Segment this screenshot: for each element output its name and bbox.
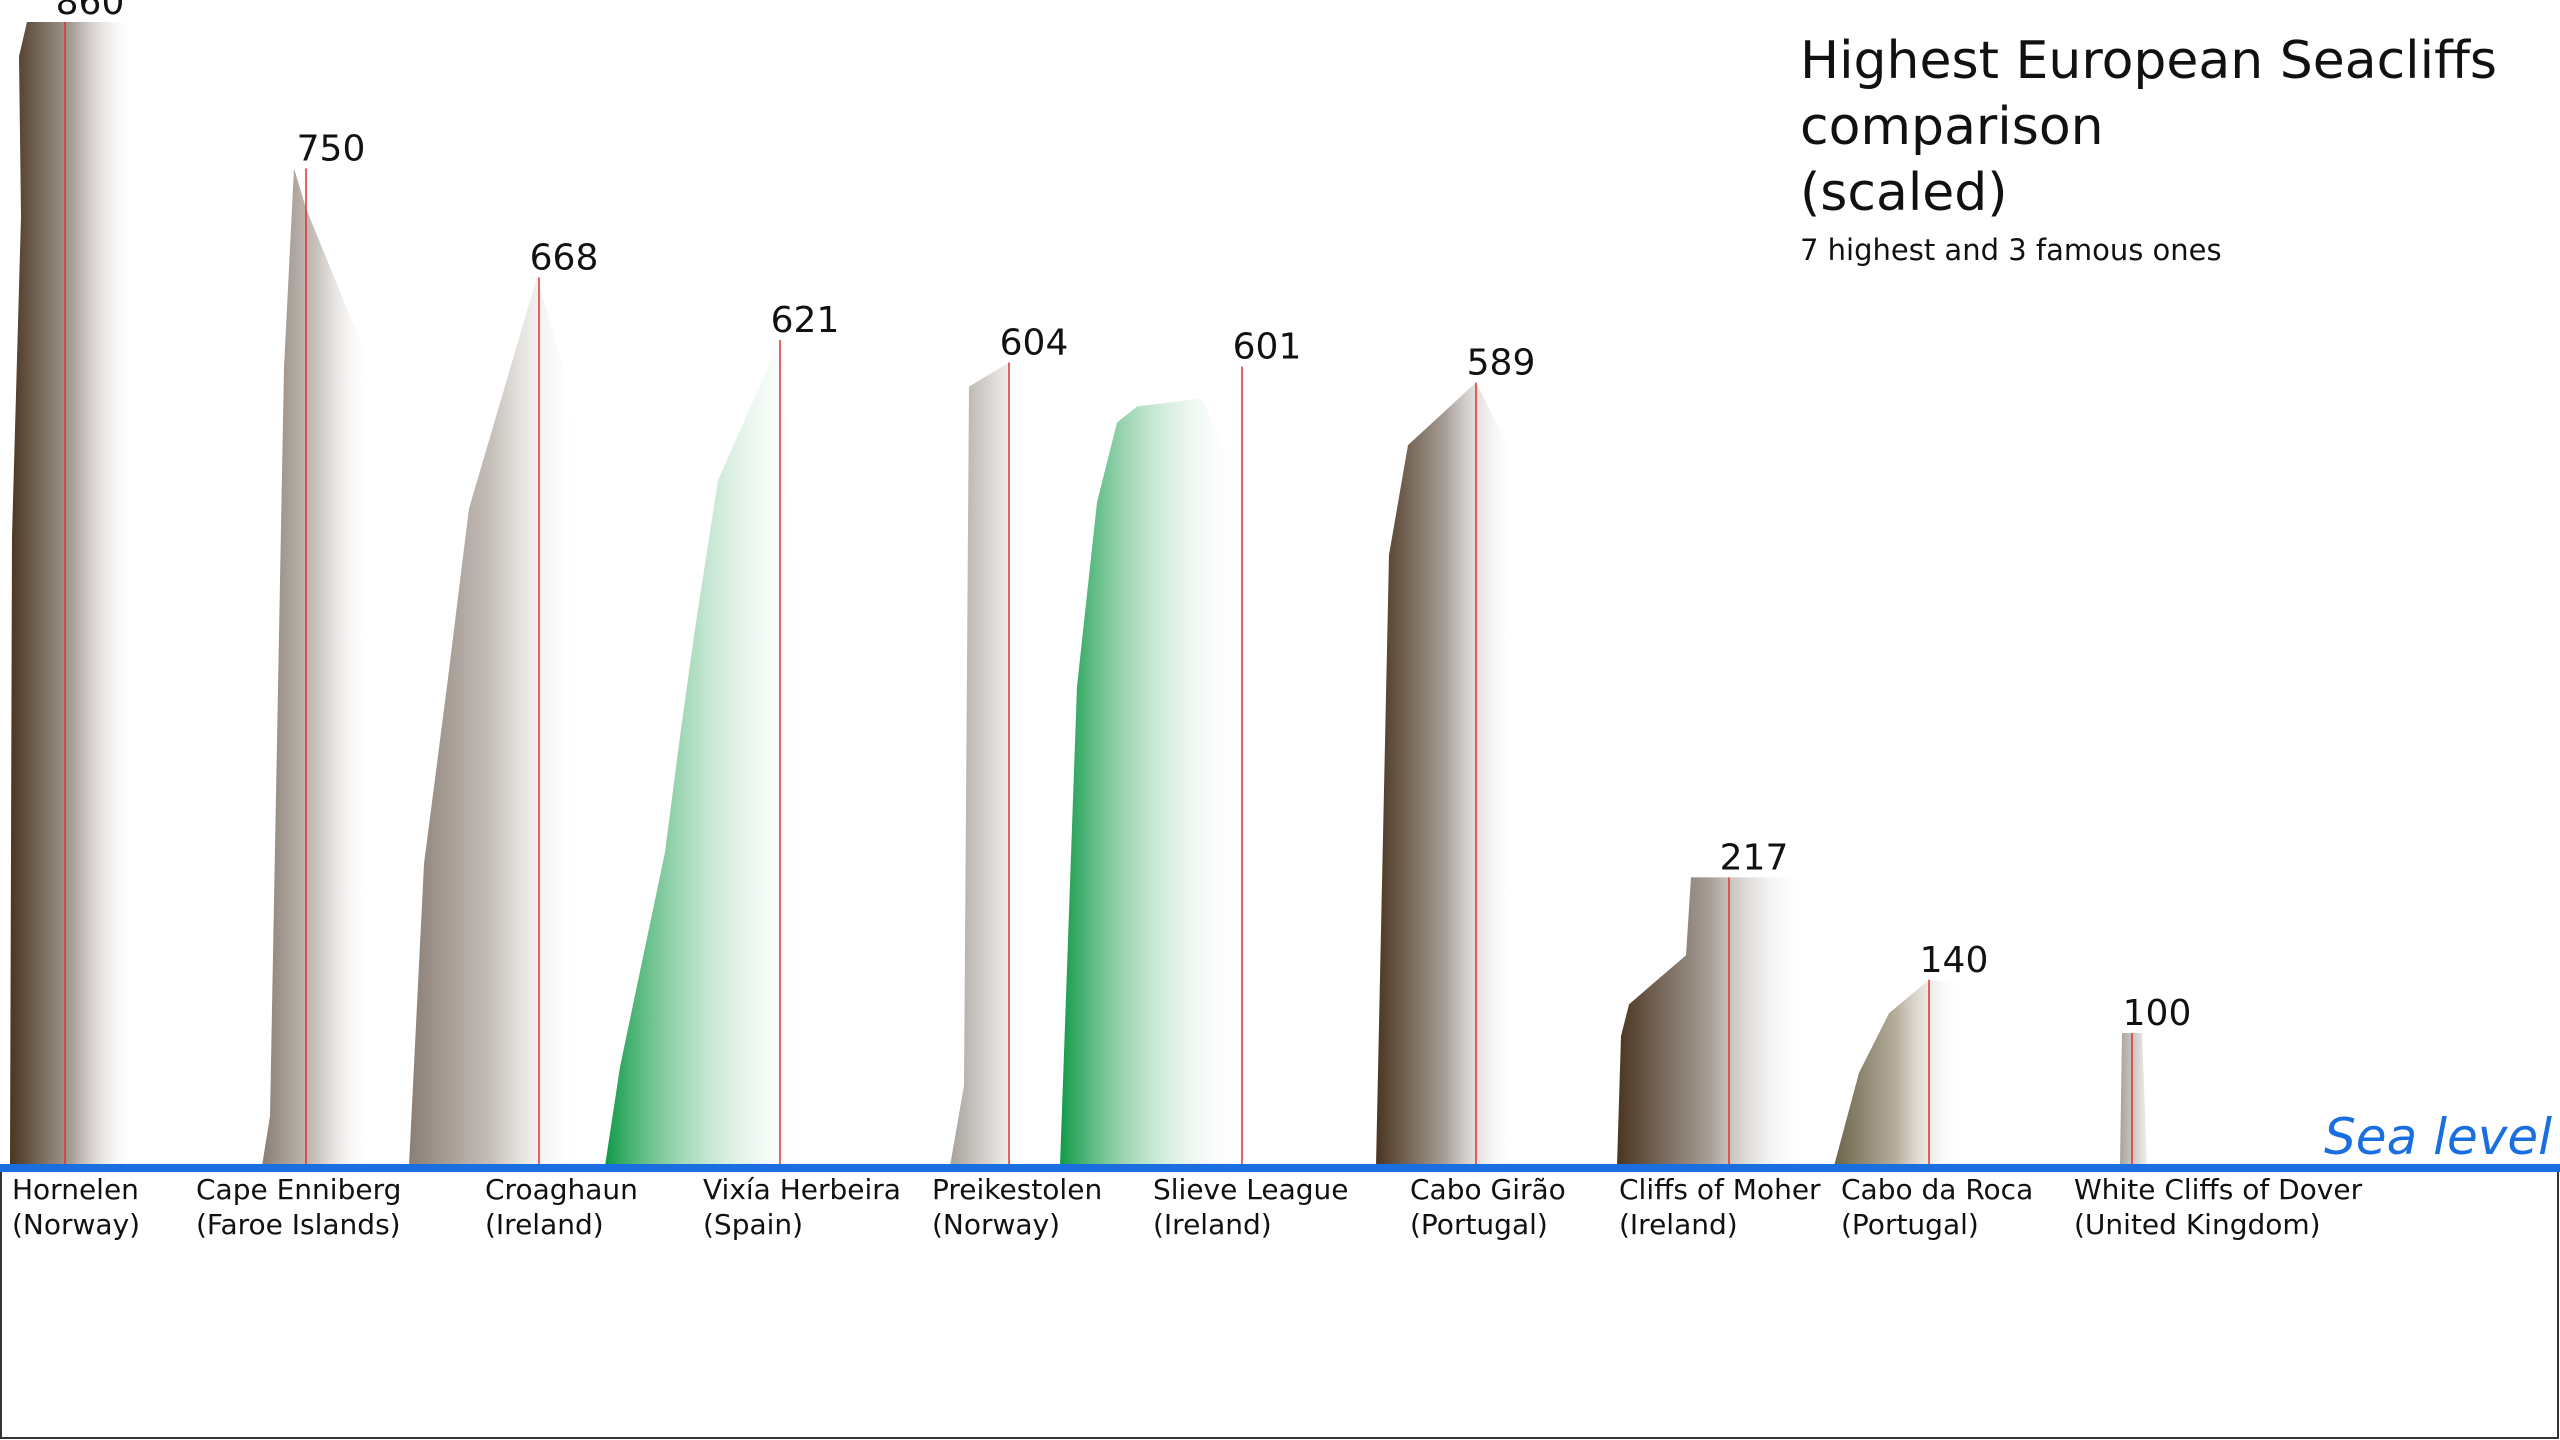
category-country: (Ireland) — [1153, 1208, 1272, 1241]
category-country: (Norway) — [932, 1208, 1061, 1241]
value-label-6: 589 — [1467, 342, 1536, 383]
cliff-bar-4 — [950, 362, 1009, 1166]
cliff-bar-2 — [409, 277, 579, 1166]
value-label-8: 140 — [1920, 940, 1989, 981]
category-label-5: Slieve League (Ireland) — [1153, 1172, 1349, 1242]
cliff-bar-1 — [262, 168, 371, 1167]
category-country: (Norway) — [12, 1208, 141, 1241]
category-label-2: Croaghaun (Ireland) — [485, 1172, 638, 1242]
value-label-0: 860 — [56, 0, 125, 23]
category-label-7: Cliffs of Moher (Ireland) — [1619, 1172, 1821, 1242]
cliff-bar-9 — [2120, 1032, 2147, 1166]
category-country: (Ireland) — [1619, 1208, 1738, 1241]
cliff-bar-7 — [1617, 877, 1804, 1166]
category-label-1: Cape Enniberg (Faroe Islands) — [196, 1172, 401, 1242]
category-name: Vixía Herbeira — [703, 1173, 901, 1206]
chart-subtitle: 7 highest and 3 famous ones — [1800, 233, 2222, 267]
value-label-2: 668 — [530, 237, 599, 278]
category-name: Croaghaun — [485, 1173, 638, 1206]
category-name: Slieve League — [1153, 1173, 1349, 1206]
category-label-8: Cabo da Roca (Portugal) — [1841, 1172, 2033, 1242]
value-label-3: 621 — [771, 300, 840, 341]
value-label-7: 217 — [1720, 837, 1789, 878]
cliff-bar-0 — [10, 22, 135, 1166]
category-label-0: Hornelen (Norway) — [12, 1172, 140, 1242]
category-country: (Spain) — [703, 1208, 804, 1241]
category-label-4: Preikestolen (Norway) — [932, 1172, 1102, 1242]
chart-title-line-2: comparison — [1800, 97, 2104, 157]
category-name: Preikestolen — [932, 1173, 1103, 1206]
category-label-3: Vixía Herbeira (Spain) — [703, 1172, 901, 1242]
cliff-bar-3 — [605, 339, 810, 1167]
sea-level-label: Sea level — [2324, 1108, 2552, 1166]
sea-level-line — [0, 1164, 2560, 1172]
cliff-bar-5 — [1060, 398, 1242, 1166]
category-country: (Faroe Islands) — [196, 1208, 401, 1241]
category-name: Cabo Girão — [1410, 1173, 1566, 1206]
cliff-bar-6 — [1376, 382, 1516, 1166]
sea-panel — [0, 1167, 2559, 1439]
cliff-bar-8 — [1834, 979, 1961, 1166]
value-label-9: 100 — [2123, 993, 2192, 1034]
chart-title-line-1: Highest European Seacliffs — [1800, 31, 2497, 91]
category-country: (Portugal) — [1410, 1208, 1548, 1241]
value-label-1: 750 — [297, 128, 366, 169]
category-name: Cliffs of Moher — [1619, 1173, 1821, 1206]
category-country: (Portugal) — [1841, 1208, 1979, 1241]
value-label-4: 604 — [1000, 323, 1069, 364]
chart-title-block: Highest European Seacliffs comparison (s… — [1800, 28, 2497, 270]
value-label-5: 601 — [1233, 327, 1302, 368]
chart-title-line-3: (scaled) — [1800, 163, 2008, 223]
category-label-6: Cabo Girão (Portugal) — [1410, 1172, 1566, 1242]
category-name: Cape Enniberg — [196, 1173, 402, 1206]
category-name: White Cliffs of Dover — [2074, 1173, 2363, 1206]
category-name: Hornelen — [12, 1173, 139, 1206]
category-name: Cabo da Roca — [1841, 1173, 2034, 1206]
category-label-9: White Cliffs of Dover (United Kingdom) — [2074, 1172, 2362, 1242]
category-country: (United Kingdom) — [2074, 1208, 2321, 1241]
category-country: (Ireland) — [485, 1208, 604, 1241]
